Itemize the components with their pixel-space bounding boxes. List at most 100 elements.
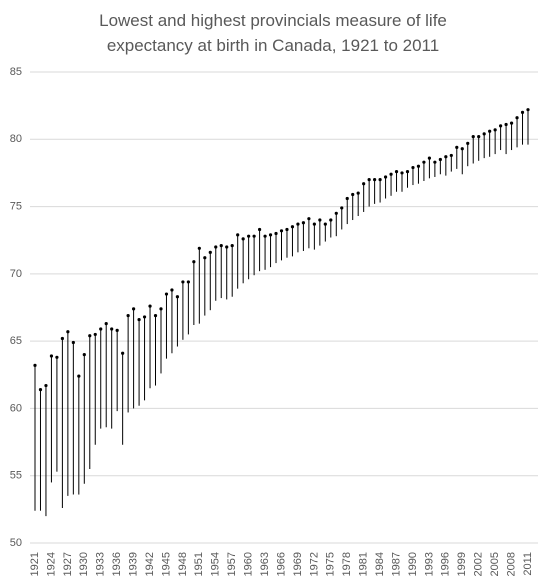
high-marker <box>515 116 519 120</box>
y-tick-label: 55 <box>10 470 22 482</box>
high-marker <box>181 280 185 284</box>
high-marker <box>499 124 503 128</box>
x-tick-label: 1969 <box>292 552 304 576</box>
x-tick-label: 1945 <box>160 552 172 576</box>
high-marker <box>164 292 169 296</box>
high-marker <box>104 322 108 326</box>
high-marker <box>236 233 240 237</box>
high-marker <box>394 169 399 174</box>
high-marker <box>175 295 180 299</box>
chart-title: Lowest and highest provincials measure o… <box>99 11 447 55</box>
high-marker <box>318 218 322 222</box>
high-marker <box>99 327 103 331</box>
high-marker <box>345 196 349 201</box>
high-marker <box>471 134 475 139</box>
x-tick-label: 1987 <box>390 552 402 576</box>
high-marker <box>411 165 415 170</box>
high-marker <box>197 246 201 250</box>
x-tick-label: 1960 <box>243 552 255 576</box>
x-tick-label: 1993 <box>423 552 435 576</box>
high-marker <box>252 234 256 238</box>
y-tick-label: 80 <box>10 133 22 145</box>
high-marker <box>60 336 64 341</box>
high-marker <box>312 222 316 226</box>
high-marker <box>383 175 388 179</box>
high-marker <box>82 353 86 357</box>
high-marker <box>71 340 75 345</box>
x-tick-label: 1948 <box>177 552 189 576</box>
high-marker <box>186 280 190 284</box>
high-marker <box>340 206 344 210</box>
high-marker <box>159 307 163 311</box>
high-marker <box>444 155 448 159</box>
x-tick-label: 1966 <box>275 552 287 576</box>
high-marker <box>520 110 525 114</box>
high-marker <box>290 225 295 229</box>
high-marker <box>504 122 508 127</box>
x-tick-label: 1963 <box>259 552 271 576</box>
high-marker <box>38 387 43 392</box>
high-marker <box>329 218 333 222</box>
high-marker <box>400 171 404 175</box>
high-marker <box>126 313 130 318</box>
high-marker <box>449 153 453 158</box>
high-marker <box>362 182 366 186</box>
high-marker <box>115 328 119 332</box>
high-marker <box>367 178 371 182</box>
x-tick-label: 1939 <box>128 552 140 576</box>
y-tick-label: 65 <box>10 335 22 347</box>
high-marker <box>455 145 459 149</box>
high-marker <box>225 245 229 249</box>
high-marker <box>301 221 306 225</box>
high-marker <box>192 260 196 264</box>
x-tick-label: 1999 <box>456 552 468 576</box>
high-marker <box>307 217 311 221</box>
high-marker <box>230 243 234 248</box>
high-marker <box>493 128 497 132</box>
high-marker <box>241 237 245 241</box>
high-marker <box>93 332 97 337</box>
x-tick-label: 1924 <box>45 552 57 576</box>
high-marker <box>44 383 48 388</box>
high-marker <box>219 243 223 248</box>
y-tick-label: 85 <box>10 66 22 78</box>
x-tick-label: 1930 <box>78 552 90 576</box>
high-marker <box>33 363 37 367</box>
high-marker <box>488 129 492 133</box>
high-marker <box>433 160 437 164</box>
x-tick-label: 1975 <box>325 552 337 576</box>
high-marker <box>477 134 481 139</box>
x-tick-label: 2002 <box>473 552 485 576</box>
y-tick-label: 50 <box>10 537 22 549</box>
high-marker <box>208 250 212 254</box>
x-tick-label: 2008 <box>505 552 517 576</box>
high-marker <box>373 178 377 182</box>
high-marker <box>389 172 393 176</box>
high-marker <box>482 132 486 136</box>
high-marker <box>77 374 81 378</box>
high-marker <box>279 229 284 233</box>
high-marker <box>88 334 92 338</box>
high-marker <box>214 245 218 249</box>
high-marker <box>263 234 267 238</box>
x-tick-label: 1984 <box>374 552 386 576</box>
y-tick-label: 75 <box>10 200 22 212</box>
x-tick-label: 1981 <box>358 552 370 576</box>
high-marker <box>509 121 514 125</box>
high-marker <box>268 233 273 237</box>
x-tick-label: 2005 <box>489 552 501 576</box>
high-marker <box>405 169 410 174</box>
x-tick-label: 1954 <box>210 552 222 576</box>
high-marker <box>296 222 300 226</box>
x-tick-label: 1996 <box>440 552 452 576</box>
high-marker <box>356 191 360 195</box>
x-tick-label: 1936 <box>111 552 123 576</box>
high-marker <box>285 227 289 232</box>
high-marker <box>422 160 426 164</box>
x-tick-label: 1951 <box>193 552 205 576</box>
high-marker <box>148 304 152 308</box>
high-marker <box>526 108 530 112</box>
x-tick-label: 1927 <box>62 552 74 576</box>
